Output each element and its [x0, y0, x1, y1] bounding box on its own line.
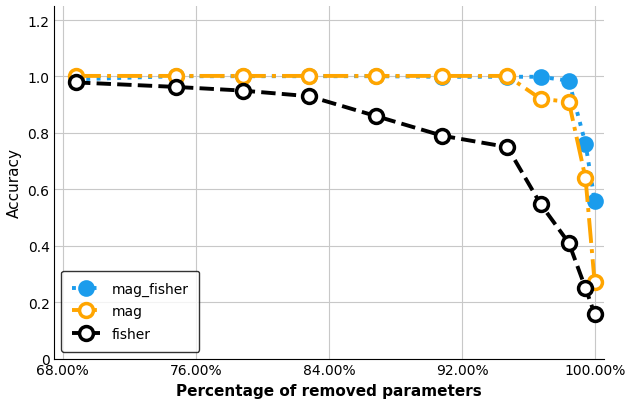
mag [503, 74, 511, 79]
fisher [503, 145, 511, 150]
Line: fisher: fisher [69, 76, 602, 321]
fisher [172, 85, 179, 90]
mag [372, 74, 380, 79]
mag [172, 74, 179, 79]
mag_fisher [306, 75, 313, 79]
mag_fisher [72, 78, 80, 83]
X-axis label: Percentage of removed parameters: Percentage of removed parameters [176, 383, 482, 398]
mag [439, 74, 446, 79]
mag [565, 100, 573, 105]
fisher [439, 134, 446, 139]
Line: mag: mag [69, 70, 602, 290]
Legend: mag_fisher, mag, fisher: mag_fisher, mag, fisher [61, 271, 200, 352]
mag_fisher [239, 75, 247, 79]
mag_fisher [439, 75, 446, 80]
mag_fisher [172, 75, 179, 79]
mag [72, 74, 80, 79]
fisher [306, 94, 313, 99]
mag_fisher [537, 75, 545, 80]
mag_fisher [372, 75, 380, 79]
mag [537, 97, 545, 102]
fisher [565, 241, 573, 246]
mag [581, 176, 589, 181]
Y-axis label: Accuracy: Accuracy [7, 148, 22, 218]
fisher [581, 286, 589, 291]
fisher [537, 202, 545, 207]
fisher [72, 81, 80, 85]
mag [306, 74, 313, 79]
fisher [372, 114, 380, 119]
mag [239, 74, 247, 79]
mag_fisher [503, 75, 511, 80]
fisher [239, 89, 247, 94]
mag_fisher [565, 79, 573, 84]
mag [591, 280, 598, 285]
fisher [591, 312, 598, 317]
mag_fisher [591, 199, 598, 204]
mag_fisher [581, 142, 589, 147]
Line: mag_fisher: mag_fisher [69, 70, 602, 208]
